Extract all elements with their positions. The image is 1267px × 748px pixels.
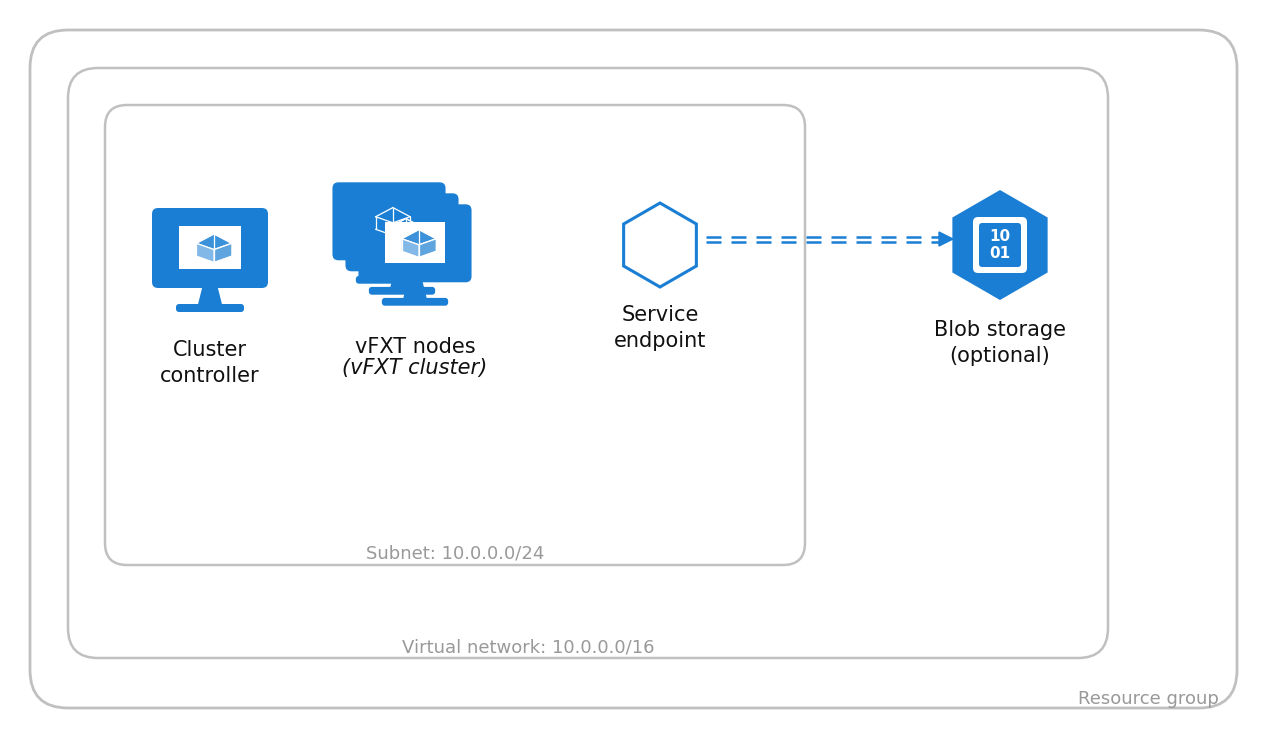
FancyBboxPatch shape [369,287,435,295]
Polygon shape [375,208,411,223]
Text: Service
endpoint: Service endpoint [613,305,706,352]
FancyBboxPatch shape [359,204,471,282]
Polygon shape [405,227,423,246]
Polygon shape [378,260,400,276]
FancyBboxPatch shape [359,200,419,242]
Text: vFXT nodes: vFXT nodes [355,337,475,357]
Polygon shape [375,217,393,236]
Text: 10: 10 [990,228,1011,244]
Polygon shape [404,282,426,298]
Polygon shape [389,227,405,246]
FancyBboxPatch shape [371,211,432,252]
Polygon shape [392,272,413,287]
FancyBboxPatch shape [356,276,422,283]
Polygon shape [953,190,1048,300]
Text: Virtual network: 10.0.0.0/16: Virtual network: 10.0.0.0/16 [402,638,654,656]
FancyBboxPatch shape [973,217,1028,273]
Polygon shape [393,217,411,236]
FancyBboxPatch shape [68,68,1109,658]
Polygon shape [199,288,222,304]
FancyBboxPatch shape [179,227,241,269]
FancyBboxPatch shape [381,298,449,306]
FancyBboxPatch shape [385,222,445,263]
Polygon shape [623,203,697,287]
Polygon shape [939,232,953,246]
Text: Blob storage
(optional): Blob storage (optional) [934,320,1066,367]
Text: Resource group: Resource group [1078,690,1219,708]
Text: Cluster
controller: Cluster controller [160,340,260,387]
FancyBboxPatch shape [332,183,446,260]
FancyBboxPatch shape [30,30,1237,708]
FancyBboxPatch shape [979,223,1021,267]
FancyBboxPatch shape [176,304,245,312]
Polygon shape [196,243,214,263]
Polygon shape [402,239,419,257]
Text: 01: 01 [990,245,1011,260]
Polygon shape [389,218,423,234]
Polygon shape [402,230,436,245]
Text: (vFXT cluster): (vFXT cluster) [342,358,488,378]
Polygon shape [419,239,436,257]
Polygon shape [214,243,232,263]
FancyBboxPatch shape [105,105,805,565]
FancyBboxPatch shape [152,208,269,288]
Text: Subnet: 10.0.0.0/24: Subnet: 10.0.0.0/24 [366,545,545,563]
Polygon shape [196,234,232,250]
FancyBboxPatch shape [346,193,459,272]
